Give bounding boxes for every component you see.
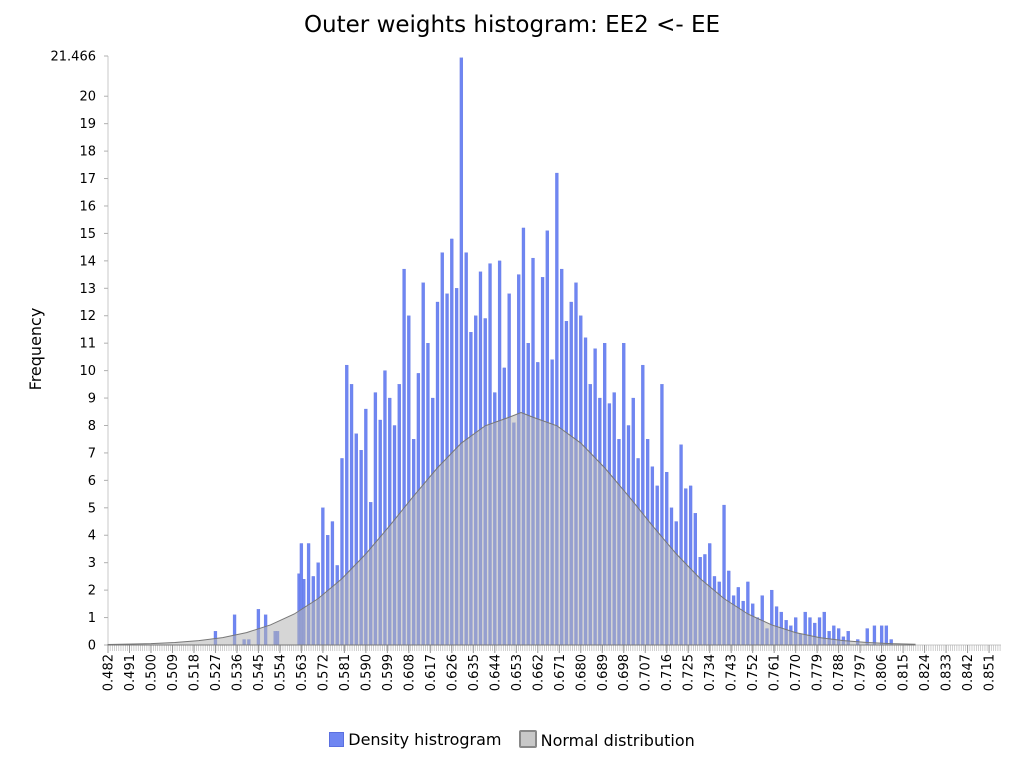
x-tick-label: 0.608 <box>402 654 417 691</box>
y-tick-label: 4 <box>88 529 96 544</box>
x-tick-label: 0.518 <box>187 654 202 691</box>
chart-title: Outer weights histogram: EE2 <- EE <box>303 12 721 38</box>
x-tick-label: 0.563 <box>295 654 310 691</box>
y-axis-label: Frequency <box>26 308 45 391</box>
x-tick-label: 0.671 <box>553 654 568 691</box>
x-tick-label: 0.545 <box>252 654 267 691</box>
legend-item-histogram[interactable]: Density histrogram <box>329 730 502 749</box>
x-tick-label: 0.599 <box>381 654 396 691</box>
x-tick-label: 0.590 <box>359 654 374 691</box>
y-tick-label: 13 <box>79 282 96 297</box>
y-tick-label: 16 <box>79 199 96 214</box>
x-tick-label: 0.824 <box>918 654 933 691</box>
x-tick-label: 0.770 <box>789 654 804 691</box>
x-tick-label: 0.500 <box>144 654 159 691</box>
histogram-bar <box>872 625 877 646</box>
y-tick-label: 7 <box>88 446 96 461</box>
x-tick-label: 0.635 <box>467 654 482 691</box>
legend-label-histogram: Density histrogram <box>348 730 502 749</box>
legend-item-normal[interactable]: Normal distribution <box>518 729 695 750</box>
x-tick-label: 0.527 <box>209 654 224 691</box>
plot-area: 0123456789101112131415161718192021.4660.… <box>51 50 1001 691</box>
x-minor-ticks <box>107 645 1001 651</box>
x-tick-label: 0.815 <box>897 654 912 691</box>
x-tick-label: 0.644 <box>488 654 503 691</box>
y-tick-label: 3 <box>88 556 96 571</box>
legend-swatch-normal <box>518 729 537 748</box>
y-tick-label: 2 <box>88 584 96 599</box>
y-tick-label: 21.466 <box>51 50 97 65</box>
x-tick-label: 0.662 <box>531 654 546 691</box>
y-tick-label: 20 <box>79 90 96 105</box>
y-tick-label: 10 <box>79 364 96 379</box>
x-tick-label: 0.788 <box>832 654 847 691</box>
y-tick-label: 19 <box>79 117 96 132</box>
y-tick-label: 18 <box>79 145 96 160</box>
x-tick-label: 0.509 <box>166 654 181 691</box>
x-tick-label: 0.554 <box>273 654 288 691</box>
x-tick-label: 0.572 <box>316 654 331 691</box>
x-tick-label: 0.725 <box>682 654 697 691</box>
x-tick-label: 0.482 <box>102 654 117 691</box>
y-tick-label: 5 <box>88 501 96 516</box>
x-tick-label: 0.536 <box>230 654 245 691</box>
x-tick-label: 0.626 <box>445 654 460 691</box>
x-tick-label: 0.653 <box>510 654 525 691</box>
y-tick-label: 6 <box>88 474 96 489</box>
x-tick-label: 0.752 <box>746 654 761 691</box>
y-tick-label: 9 <box>88 392 96 407</box>
y-tick-label: 12 <box>79 309 96 324</box>
x-tick-label: 0.689 <box>596 654 611 691</box>
x-tick-label: 0.734 <box>703 654 718 691</box>
x-tick-label: 0.617 <box>424 654 439 691</box>
x-tick-label: 0.842 <box>961 654 976 691</box>
y-tick-label: 14 <box>79 254 96 269</box>
y-tick-label: 8 <box>88 419 96 434</box>
x-tick-label: 0.779 <box>811 654 826 691</box>
x-tick-label: 0.851 <box>983 654 998 691</box>
x-tick-label: 0.797 <box>854 654 869 691</box>
x-tick-label: 0.761 <box>768 654 783 691</box>
x-tick-label: 0.680 <box>574 654 589 691</box>
normal-distribution-area <box>107 412 916 646</box>
x-tick-label: 0.833 <box>940 654 955 691</box>
histogram-bar <box>884 625 889 646</box>
legend-label-normal: Normal distribution <box>540 730 695 750</box>
x-tick-label: 0.743 <box>725 654 740 691</box>
legend-swatch-histogram <box>329 732 345 747</box>
x-tick-label: 0.698 <box>617 654 632 691</box>
y-tick-label: 0 <box>88 639 96 654</box>
x-tick-label: 0.491 <box>123 654 138 691</box>
legend: Density histrogram Normal distribution <box>0 729 1024 750</box>
y-tick-label: 17 <box>79 172 96 187</box>
y-tick-label: 11 <box>79 337 96 352</box>
y-tick-label: 15 <box>79 227 96 242</box>
x-tick-label: 0.707 <box>639 654 654 691</box>
x-tick-label: 0.806 <box>875 654 890 691</box>
histogram-bar <box>879 625 884 646</box>
x-tick-label: 0.581 <box>338 654 353 691</box>
x-tick-label: 0.716 <box>660 654 675 691</box>
y-tick-label: 1 <box>88 611 96 626</box>
